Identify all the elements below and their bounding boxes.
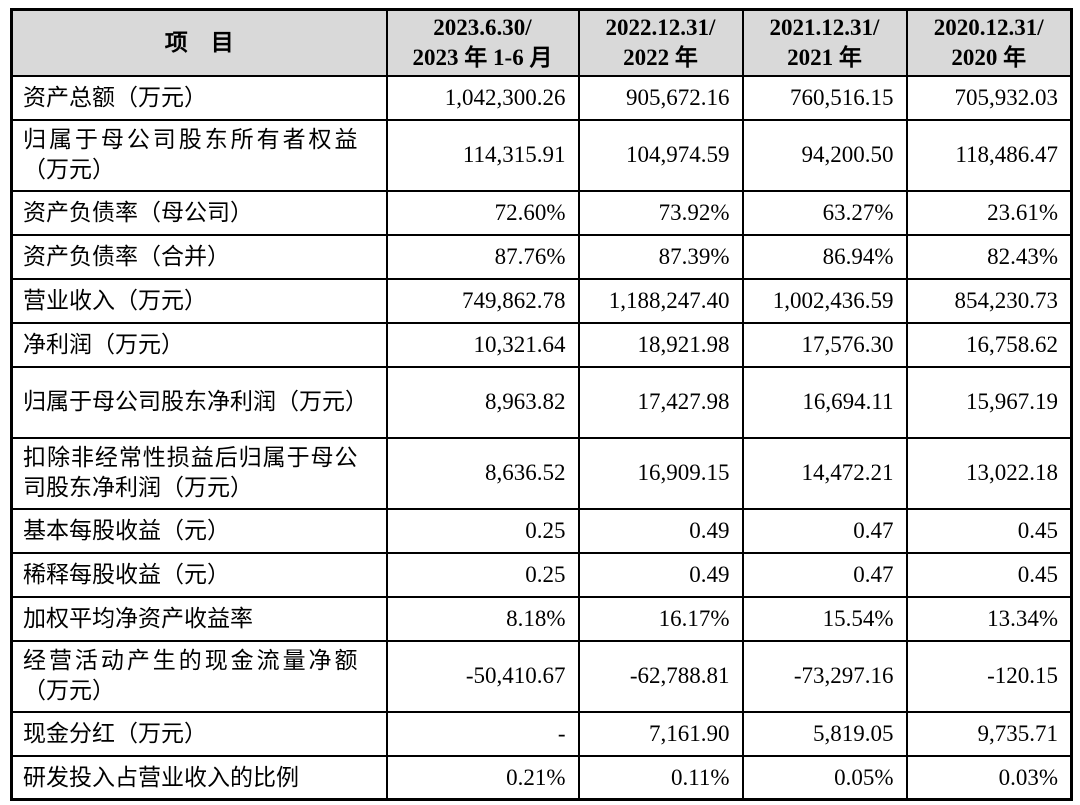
cell-value: 5,819.05 xyxy=(741,710,908,757)
cell-value: -120.15 xyxy=(905,639,1073,713)
cell-value: 760,516.15 xyxy=(741,74,908,121)
table-row: 扣除非经常性损益后归属于母公司股东净利润（万元） 8,636.52 16,909… xyxy=(10,436,1073,510)
table-row: 加权平均净资产收益率 8.18% 16.17% 15.54% 13.34% xyxy=(10,595,1073,642)
table-row: 资产负债率（合并） 87.76% 87.39% 86.94% 82.43% xyxy=(10,233,1073,280)
financial-summary-table: 项 目 2023.6.30/ 2023 年 1-6 月 2022.12.31/ … xyxy=(10,8,1073,802)
cell-value: 1,002,436.59 xyxy=(741,277,908,324)
cell-value: 1,188,247.40 xyxy=(577,277,744,324)
header-cell-2022: 2022.12.31/ 2022 年 xyxy=(577,8,744,77)
table-row: 现金分红（万元） - 7,161.90 5,819.05 9,735.71 xyxy=(10,710,1073,757)
cell-value: 87.76% xyxy=(385,233,580,280)
cell-value: 0.49 xyxy=(577,551,744,598)
cell-value: 0.25 xyxy=(385,507,580,554)
cell-value: 114,315.91 xyxy=(385,118,580,192)
cell-value: 17,576.30 xyxy=(741,321,908,368)
table-row: 基本每股收益（元） 0.25 0.49 0.47 0.45 xyxy=(10,507,1073,554)
cell-value: 8.18% xyxy=(385,595,580,642)
cell-value: 13.34% xyxy=(905,595,1073,642)
cell-value: 854,230.73 xyxy=(905,277,1073,324)
cell-value: 94,200.50 xyxy=(741,118,908,192)
cell-value: -73,297.16 xyxy=(741,639,908,713)
cell-value: 0.49 xyxy=(577,507,744,554)
cell-value: 14,472.21 xyxy=(741,436,908,510)
cell-value: 1,042,300.26 xyxy=(385,74,580,121)
cell-value: 705,932.03 xyxy=(905,74,1073,121)
header-cell-2021: 2021.12.31/ 2021 年 xyxy=(741,8,908,77)
cell-value: -62,788.81 xyxy=(577,639,744,713)
cell-value: 9,735.71 xyxy=(905,710,1073,757)
cell-value: - xyxy=(385,710,580,757)
cell-value: 0.05% xyxy=(741,754,908,801)
table-row: 资产总额（万元） 1,042,300.26 905,672.16 760,516… xyxy=(10,74,1073,121)
cell-value: -50,410.67 xyxy=(385,639,580,713)
row-label: 稀释每股收益（元） xyxy=(10,551,388,598)
cell-value: 16,758.62 xyxy=(905,321,1073,368)
cell-value: 15,967.19 xyxy=(905,365,1073,439)
row-label: 加权平均净资产收益率 xyxy=(10,595,388,642)
cell-value: 15.54% xyxy=(741,595,908,642)
table-header-row: 项 目 2023.6.30/ 2023 年 1-6 月 2022.12.31/ … xyxy=(10,8,1073,77)
cell-value: 0.25 xyxy=(385,551,580,598)
header-cell-2023: 2023.6.30/ 2023 年 1-6 月 xyxy=(385,8,580,77)
document-page: 项 目 2023.6.30/ 2023 年 1-6 月 2022.12.31/ … xyxy=(0,8,1080,805)
cell-value: 0.11% xyxy=(577,754,744,801)
cell-value: 0.47 xyxy=(741,551,908,598)
row-label: 现金分红（万元） xyxy=(10,710,388,757)
cell-value: 0.47 xyxy=(741,507,908,554)
row-label: 净利润（万元） xyxy=(10,321,388,368)
cell-value: 104,974.59 xyxy=(577,118,744,192)
row-label: 资产负债率（合并） xyxy=(10,233,388,280)
table-row: 经营活动产生的现金流量净额（万元） -50,410.67 -62,788.81 … xyxy=(10,639,1073,713)
table-row: 归属于母公司股东净利润（万元） 8,963.82 17,427.98 16,69… xyxy=(10,365,1073,439)
row-label: 营业收入（万元） xyxy=(10,277,388,324)
cell-value: 8,963.82 xyxy=(385,365,580,439)
cell-value: 16,909.15 xyxy=(577,436,744,510)
header-cell-2020: 2020.12.31/ 2020 年 xyxy=(905,8,1073,77)
cell-value: 73.92% xyxy=(577,189,744,236)
row-label: 基本每股收益（元） xyxy=(10,507,388,554)
row-label: 归属于母公司股东所有者权益（万元） xyxy=(10,118,388,192)
cell-value: 82.43% xyxy=(905,233,1073,280)
cell-value: 72.60% xyxy=(385,189,580,236)
table-row: 营业收入（万元） 749,862.78 1,188,247.40 1,002,4… xyxy=(10,277,1073,324)
table-row: 净利润（万元） 10,321.64 18,921.98 17,576.30 16… xyxy=(10,321,1073,368)
cell-value: 118,486.47 xyxy=(905,118,1073,192)
row-label: 研发投入占营业收入的比例 xyxy=(10,754,388,801)
cell-value: 0.45 xyxy=(905,551,1073,598)
cell-value: 905,672.16 xyxy=(577,74,744,121)
cell-value: 17,427.98 xyxy=(577,365,744,439)
cell-value: 23.61% xyxy=(905,189,1073,236)
cell-value: 8,636.52 xyxy=(385,436,580,510)
cell-value: 7,161.90 xyxy=(577,710,744,757)
table-row: 稀释每股收益（元） 0.25 0.49 0.47 0.45 xyxy=(10,551,1073,598)
row-label: 经营活动产生的现金流量净额（万元） xyxy=(10,639,388,713)
cell-value: 16.17% xyxy=(577,595,744,642)
table-row: 归属于母公司股东所有者权益（万元） 114,315.91 104,974.59 … xyxy=(10,118,1073,192)
row-label: 归属于母公司股东净利润（万元） xyxy=(10,365,388,439)
cell-value: 0.03% xyxy=(905,754,1073,801)
cell-value: 16,694.11 xyxy=(741,365,908,439)
cell-value: 18,921.98 xyxy=(577,321,744,368)
row-label: 资产负债率（母公司） xyxy=(10,189,388,236)
table-row: 资产负债率（母公司） 72.60% 73.92% 63.27% 23.61% xyxy=(10,189,1073,236)
row-label: 资产总额（万元） xyxy=(10,74,388,121)
cell-value: 87.39% xyxy=(577,233,744,280)
cell-value: 86.94% xyxy=(741,233,908,280)
row-label: 扣除非经常性损益后归属于母公司股东净利润（万元） xyxy=(10,436,388,510)
cell-value: 63.27% xyxy=(741,189,908,236)
table-row: 研发投入占营业收入的比例 0.21% 0.11% 0.05% 0.03% xyxy=(10,754,1073,801)
cell-value: 10,321.64 xyxy=(385,321,580,368)
header-cell-item: 项 目 xyxy=(10,8,388,77)
cell-value: 749,862.78 xyxy=(385,277,580,324)
cell-value: 0.45 xyxy=(905,507,1073,554)
cell-value: 0.21% xyxy=(385,754,580,801)
cell-value: 13,022.18 xyxy=(905,436,1073,510)
